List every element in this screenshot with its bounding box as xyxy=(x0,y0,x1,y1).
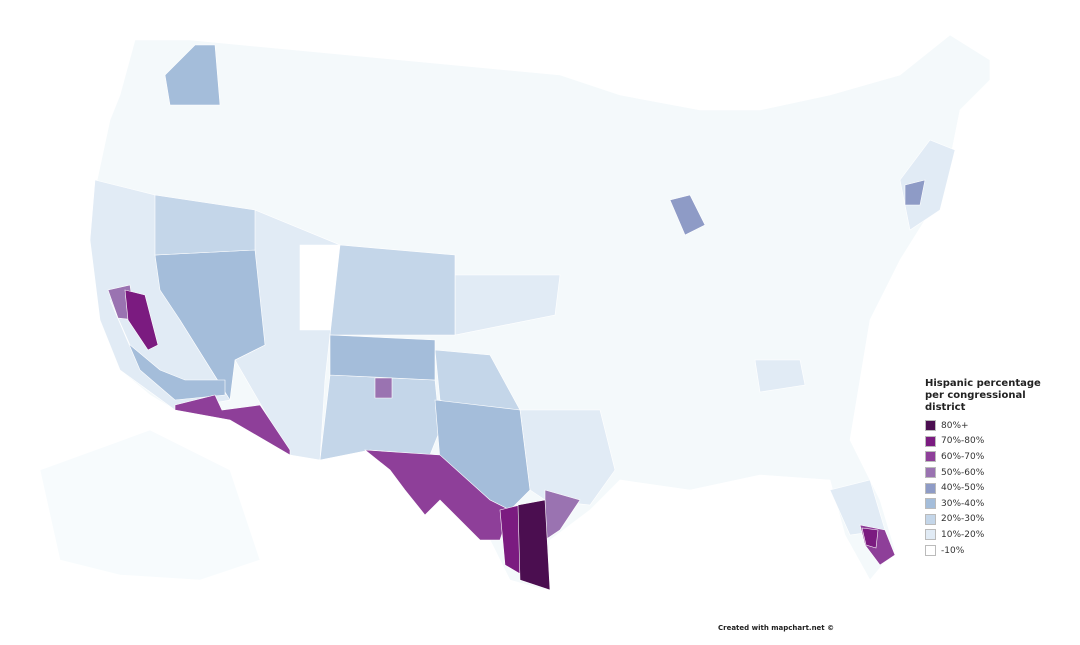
legend-swatch xyxy=(925,435,936,447)
legend-label: 30%-40% xyxy=(941,498,985,509)
region xyxy=(669,194,706,236)
region xyxy=(754,359,806,393)
region xyxy=(374,377,393,399)
region xyxy=(904,179,926,206)
legend-label: 10%-20% xyxy=(941,529,985,540)
legend-swatch xyxy=(925,467,936,479)
region xyxy=(154,249,266,401)
legend-item: 50%-60% xyxy=(925,465,1055,481)
credit: Created with mapchart.net © xyxy=(718,624,835,632)
region xyxy=(329,244,456,336)
legend-label: 50%-60% xyxy=(941,467,985,478)
region xyxy=(899,139,956,231)
legend-swatch xyxy=(925,529,936,541)
legend-item: 80%+ xyxy=(925,418,1055,434)
legend-swatch xyxy=(925,498,936,510)
legend-label: 70%-80% xyxy=(941,436,985,447)
legend-title: Hispanic percentage per congressional di… xyxy=(925,378,1041,413)
legend-swatch xyxy=(925,451,936,463)
legend-item: 60%-70% xyxy=(925,449,1055,465)
legend-label: 60%-70% xyxy=(941,451,985,462)
legend-item: -10% xyxy=(925,543,1055,559)
region xyxy=(154,194,256,256)
region xyxy=(174,394,291,456)
region xyxy=(829,479,886,536)
legend-label: 80%+ xyxy=(941,420,969,431)
legend-swatch xyxy=(925,420,936,432)
region xyxy=(109,299,226,401)
legend-item: 10%-20% xyxy=(925,527,1055,543)
region xyxy=(124,289,159,351)
legend-label: 40%-50% xyxy=(941,483,985,494)
region xyxy=(517,499,551,591)
legend-swatch xyxy=(925,482,936,494)
legend-swatch xyxy=(925,545,936,557)
region xyxy=(364,449,511,541)
legend: Hispanic percentage per congressional di… xyxy=(925,378,1055,558)
region xyxy=(861,527,879,549)
legend-swatch xyxy=(925,513,936,525)
region xyxy=(329,334,436,381)
alaska xyxy=(39,429,261,581)
legend-label: 20%-30% xyxy=(941,514,985,525)
region xyxy=(164,44,221,106)
legend-item: 20%-30% xyxy=(925,512,1055,528)
legend-label: -10% xyxy=(941,545,965,556)
legend-item: 70%-80% xyxy=(925,434,1055,450)
legend-items: 80%+ 70%-80% 60%-70% 50%-60% 40%-50% 30%-40% 2… xyxy=(925,418,1055,558)
legend-item: 40%-50% xyxy=(925,480,1055,496)
legend-item: 30%-40% xyxy=(925,496,1055,512)
